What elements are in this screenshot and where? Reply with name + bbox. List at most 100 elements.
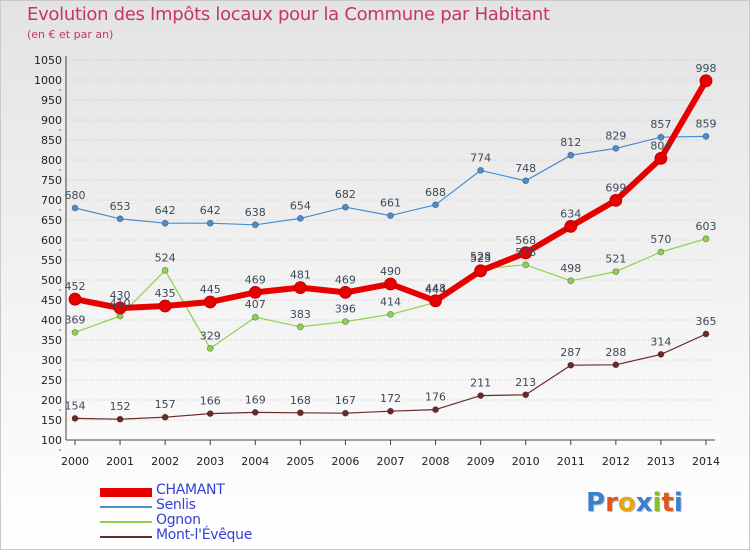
x-tick-label: 2004 (241, 455, 269, 468)
data-point-chamant (564, 219, 578, 233)
data-label-chamant: 490 (380, 265, 401, 278)
data-label-senlis: 638 (245, 206, 266, 219)
data-label-ognon: 524 (155, 251, 176, 264)
data-label-ognon: 498 (560, 262, 581, 275)
logo-letter: o (617, 488, 636, 518)
legend-label-senlis: Senlis (156, 497, 196, 513)
data-label-senlis: 653 (110, 200, 131, 213)
y-tick-label: 600 (41, 234, 62, 247)
data-point-mont-l-v-que (612, 361, 620, 369)
data-label-chamant: 568 (515, 234, 536, 247)
y-tick-label: 850 (41, 134, 62, 147)
data-point-mont-l-v-que (657, 350, 665, 358)
data-point-senlis (477, 166, 485, 174)
data-label-ognon: 369 (65, 313, 86, 326)
data-label-senlis: 688 (425, 186, 446, 199)
data-point-mont-l-v-que (702, 330, 710, 338)
data-label-senlis: 654 (290, 199, 311, 212)
y-tick-label: 400 (41, 314, 62, 327)
data-point-chamant (519, 246, 533, 260)
x-tick-label: 2005 (286, 455, 314, 468)
data-point-chamant (429, 294, 442, 308)
data-label-ognon: 538 (515, 246, 536, 259)
data-label-mont-l-v-que: 314 (650, 335, 671, 348)
x-tick-label: 2009 (467, 455, 495, 468)
data-point-ognon (702, 235, 710, 243)
data-label-ognon: 521 (605, 253, 626, 266)
axis-decoration-dot (59, 169, 61, 171)
data-point-mont-l-v-que (71, 414, 79, 422)
data-label-chamant: 699 (605, 181, 626, 194)
data-point-chamant (248, 285, 262, 299)
data-point-ognon (567, 277, 575, 285)
data-point-ognon (296, 323, 304, 331)
data-label-senlis: 642 (200, 204, 221, 217)
x-tick-label: 2012 (602, 455, 630, 468)
data-point-ognon (161, 266, 169, 274)
data-point-senlis (342, 203, 349, 211)
chart-title: Evolution des Impôts locaux pour la Comm… (27, 4, 550, 25)
x-tick-label: 2003 (196, 455, 224, 468)
data-label-chamant: 481 (290, 269, 311, 282)
axis-decoration-dot (59, 369, 61, 371)
data-label-chamant: 804 (650, 139, 671, 152)
data-label-mont-l-v-que: 287 (560, 346, 581, 359)
y-tick-label: 100 (41, 434, 62, 447)
x-tick-label: 2002 (151, 455, 179, 468)
data-point-mont-l-v-que (206, 410, 214, 418)
data-point-ognon (342, 318, 349, 326)
axis-decoration-dot (59, 329, 61, 331)
data-label-mont-l-v-que: 154 (65, 399, 86, 412)
axis-decoration-dot (59, 209, 61, 211)
data-point-chamant (158, 299, 172, 313)
logo-letter: i (652, 488, 662, 518)
y-tick-label: 150 (41, 414, 62, 427)
data-label-senlis: 642 (155, 204, 176, 217)
data-point-chamant (654, 151, 668, 165)
legend-label-chamant: CHAMANT (156, 482, 225, 498)
data-label-ognon: 383 (290, 308, 311, 321)
data-label-mont-l-v-que: 157 (155, 398, 176, 411)
legend-swatch-mont-l-v-que (100, 536, 152, 538)
data-point-senlis (432, 201, 439, 209)
data-point-chamant (339, 285, 352, 299)
chart-subtitle: (en € et par an) (27, 28, 114, 41)
y-tick-label: 650 (41, 214, 62, 227)
data-label-ognon: 444 (425, 283, 446, 296)
logo-letter: i (673, 488, 683, 518)
data-label-mont-l-v-que: 288 (605, 346, 626, 359)
data-point-chamant (474, 264, 488, 278)
data-point-mont-l-v-que (387, 407, 394, 415)
data-label-mont-l-v-que: 211 (470, 377, 491, 390)
x-tick-label: 2001 (106, 455, 134, 468)
data-point-mont-l-v-que (251, 408, 259, 416)
y-tick-label: 350 (41, 334, 62, 347)
data-label-mont-l-v-que: 166 (200, 395, 221, 408)
data-point-chamant (293, 281, 307, 295)
data-point-ognon (387, 310, 394, 318)
data-point-senlis (296, 214, 304, 222)
x-tick-label: 2008 (422, 455, 450, 468)
data-point-senlis (702, 132, 710, 140)
data-point-mont-l-v-que (522, 391, 530, 399)
data-point-chamant (609, 193, 623, 207)
data-point-ognon (657, 248, 665, 256)
data-point-senlis (206, 219, 214, 227)
y-tick-label: 250 (41, 374, 62, 387)
x-tick-label: 2014 (692, 455, 720, 468)
data-point-senlis (567, 151, 575, 159)
y-tick-label: 750 (41, 174, 62, 187)
data-label-ognon: 570 (650, 233, 671, 246)
data-label-senlis: 859 (695, 117, 716, 130)
x-tick-label: 2007 (376, 455, 404, 468)
x-tick-label: 2011 (557, 455, 585, 468)
data-point-chamant (699, 74, 713, 88)
x-tick-label: 2010 (512, 455, 540, 468)
data-label-senlis: 774 (470, 151, 491, 164)
data-label-mont-l-v-que: 172 (380, 392, 401, 405)
y-tick-label: 950 (41, 94, 62, 107)
data-point-chamant (203, 295, 217, 309)
data-label-chamant: 469 (335, 273, 356, 286)
logo-letter: x (635, 488, 653, 518)
data-point-ognon (206, 344, 214, 352)
